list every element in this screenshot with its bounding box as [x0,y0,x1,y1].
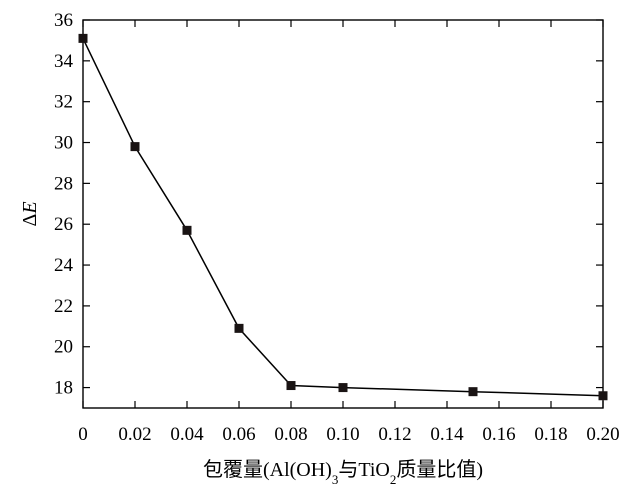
ticks: 18 20 22 24 26 28 30 32 34 36 0 0.02 0.04 0.06 0.08 0.1… [54,10,620,445]
y-tick-label: 24 [54,255,74,276]
data-point-marker [234,323,244,333]
axis-title-part: 与TiO [338,458,390,481]
data-point-marker [182,225,192,235]
y-tick-label: 20 [54,337,73,358]
plot-frame [82,19,604,409]
axis-title-part: Δ [19,214,41,227]
series-line [82,38,604,397]
x-tick-label: 0.06 [222,424,255,445]
data-point-marker [468,387,478,397]
axis-title-part: 2 [390,472,397,487]
x-tick-label: 0.04 [170,424,204,445]
data-point-marker [598,391,608,401]
y-tick-label: 34 [54,51,74,72]
x-tick-label: 0.18 [534,424,567,445]
y-tick-label: 26 [54,214,73,235]
x-tick-label: 0.14 [430,424,464,445]
y-axis-title: ΔE [19,201,41,226]
data-point-marker [130,142,140,152]
x-tick-label: 0.16 [482,424,515,445]
x-tick-label: 0.02 [118,424,151,445]
axis-title-part: 质量比值) [396,458,483,481]
y-tick-label: 36 [54,10,73,31]
y-tick-label: 32 [54,92,73,113]
data-point-marker [286,381,296,391]
y-tick-label: 22 [54,296,73,317]
data-series [78,33,608,401]
x-tick-label: 0.20 [586,424,619,445]
data-point-marker [338,383,348,393]
data-point-marker [78,33,88,43]
axis-title-part: E [19,201,41,214]
y-tick-label: 18 [54,378,73,399]
x-tick-label: 0 [78,424,88,445]
x-tick-label: 0.10 [326,424,359,445]
axis-title-part: 包覆量(Al(OH) [203,458,332,481]
axes [82,19,604,409]
x-tick-label: 0.08 [274,424,307,445]
x-axis-title: 包覆量(Al(OH)3与TiO2质量比值) [203,458,483,487]
x-tick-label: 0.12 [378,424,411,445]
axis-title-part: 3 [332,472,339,487]
y-tick-label: 28 [54,173,73,194]
y-tick-label: 30 [54,133,73,154]
